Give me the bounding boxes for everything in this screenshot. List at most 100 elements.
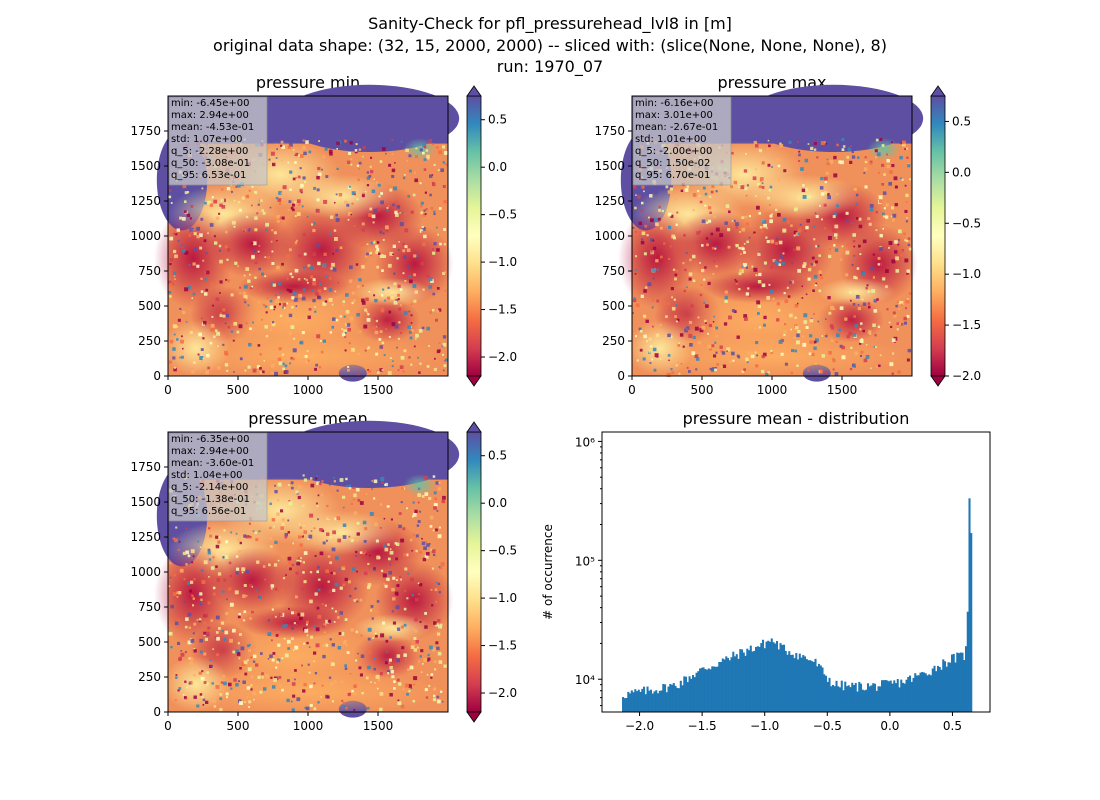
histogram-bar [818,663,821,712]
histogram-bar [839,687,842,712]
histogram-bar [683,676,686,712]
map-speckle [409,336,413,340]
map-speckle [316,481,320,486]
map-speckle [827,193,830,196]
map-speckle [429,515,434,520]
map-speckle [766,240,770,244]
map-speckle [201,580,206,584]
map-speckle [278,361,283,366]
map-speckle [205,270,210,275]
histogram-bar [781,644,784,712]
map-speckle [415,640,419,644]
map-speckle [197,540,200,543]
map-speckle [895,269,900,273]
histogram-bar [797,659,800,712]
map-speckle [834,248,839,252]
map-speckle [438,566,441,568]
map-speckle [853,315,857,318]
map-speckle [400,625,404,629]
map-speckle [230,293,234,297]
map-speckle [359,673,363,677]
map-speckle [275,294,277,296]
map-speckle [387,337,389,339]
map-speckle [182,249,186,253]
map-speckle [854,324,858,328]
map-speckle [271,588,273,590]
map-speckle [266,297,269,300]
map-speckle [807,143,810,145]
map-speckle [193,247,197,251]
map-speckle [322,654,326,659]
map-speckle [198,332,202,337]
map-speckle [317,565,320,569]
map-speckle [367,637,371,641]
map-speckle [354,537,359,542]
map-speckle [417,520,421,523]
map-speckle [877,256,881,260]
map-speckle [858,217,862,221]
map-speckle [242,298,246,302]
map-speckle [425,696,429,699]
map-speckle [714,247,717,250]
map-speckle [903,232,906,236]
map-speckle [237,265,240,268]
map-speckle [444,163,448,167]
map-speckle [319,528,323,532]
map-speckle [767,371,770,374]
map-speckle [328,149,333,154]
map-speckle [434,588,438,591]
map-speckle [258,244,261,247]
map-speckle [250,684,253,687]
figure-title-line1: Sanity-Check for pfl_pressurehead_lvl8 i… [368,14,732,34]
map-speckle [635,231,637,233]
map-speckle [832,357,835,360]
map-speckle [382,573,387,578]
histogram-bar [760,643,763,712]
map-speckle [263,360,265,362]
map-speckle [216,331,221,336]
map-speckle [298,293,303,298]
map-speckle [255,538,259,542]
map-speckle [287,647,290,650]
map-speckle [908,178,911,181]
map-speckle [353,685,357,688]
map-speckle [712,272,715,275]
map-speckle [173,232,176,235]
map-speckle [380,346,383,349]
map-speckle [376,555,381,560]
histogram-bar [660,690,663,712]
map-speckle [758,326,761,329]
map-speckle [359,330,362,333]
colorbar-tick-label: −0.5 [952,216,981,230]
map-speckle [317,166,321,171]
map-speckle [801,297,804,299]
map-speckle [399,212,402,214]
map-speckle [262,211,266,215]
map-speckle [699,200,703,204]
map-speckle [433,660,437,663]
map-speckle [422,151,425,155]
map-speckle [403,349,407,353]
map-speckle [373,568,376,571]
map-speckle [421,227,426,231]
map-speckle [386,230,389,232]
map-speckle [294,241,298,244]
map-speckle [317,172,322,177]
map-speckle [436,226,438,229]
map-speckle [369,554,371,557]
map-speckle [417,501,420,504]
map-speckle [277,357,282,361]
map-speckle [231,220,236,225]
map-speckle [903,316,907,321]
map-speckle [650,238,654,242]
map-speckle [758,185,762,189]
map-speckle [722,364,727,368]
map-speckle [398,241,400,243]
map-speckle [376,241,380,244]
histogram-bar [935,671,938,712]
map-speckle [737,355,741,359]
map-speckle [274,587,278,591]
map-speckle [804,187,808,191]
histogram-bar [910,681,913,712]
colorbar-extend-top [466,85,482,97]
